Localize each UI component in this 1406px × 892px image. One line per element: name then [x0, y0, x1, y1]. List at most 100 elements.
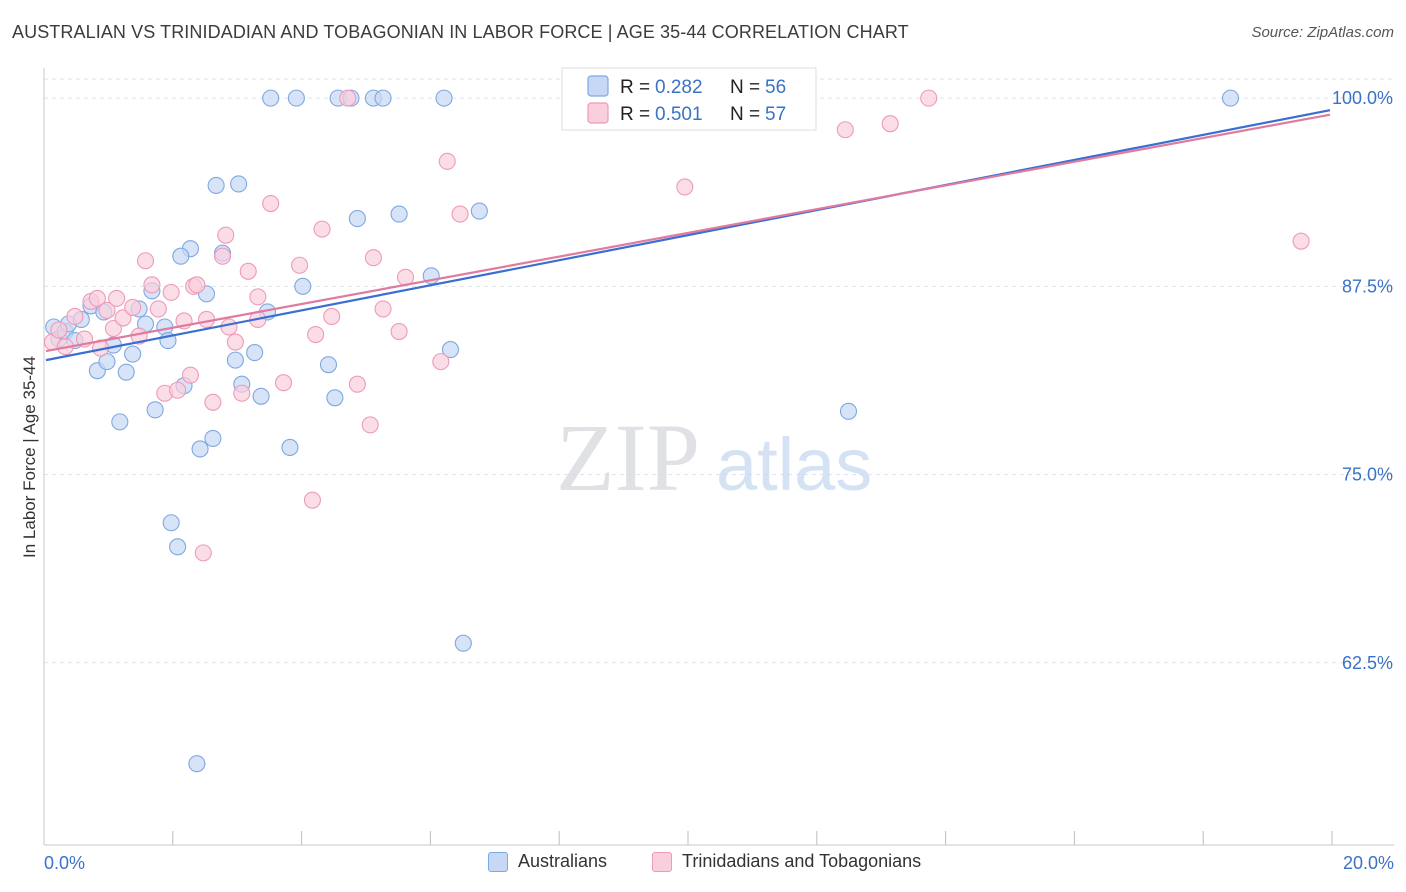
x-tick-label-max: 20.0%	[1343, 853, 1394, 873]
point-trinidadians	[374, 300, 392, 318]
bottom-legend: Australians Trinidadians and Tobagonians	[0, 851, 1406, 879]
point-australians	[441, 341, 460, 359]
bottom-legend-swatch-trinidadians	[652, 851, 672, 872]
point-australians	[230, 175, 248, 193]
point-trinidadians	[1292, 232, 1310, 250]
point-australians	[207, 176, 225, 195]
point-australians	[287, 89, 305, 107]
watermark-zip: ZIP	[556, 404, 700, 511]
point-trinidadians	[233, 384, 251, 402]
point-australians	[435, 89, 453, 107]
point-trinidadians	[676, 178, 694, 196]
point-trinidadians	[438, 152, 456, 170]
point-australians	[252, 387, 270, 405]
source-label: Source: ZipAtlas.com	[1251, 24, 1394, 41]
point-trinidadians	[339, 89, 357, 107]
bottom-legend-label-trinidadians: Trinidadians and Tobagonians	[682, 851, 922, 871]
bottom-legend-australians[interactable]: Australians	[488, 851, 607, 872]
point-trinidadians	[390, 322, 408, 341]
point-trinidadians	[143, 276, 161, 294]
point-trinidadians	[194, 544, 212, 562]
points-layer	[43, 89, 1310, 773]
point-australians	[169, 538, 187, 556]
point-australians	[124, 345, 142, 363]
point-trinidadians	[124, 298, 142, 316]
point-australians	[470, 202, 488, 220]
watermark-atlas: atlas	[716, 423, 872, 506]
point-trinidadians	[162, 283, 180, 301]
legend-n-label-2: N =	[730, 104, 765, 125]
axis-layer	[43, 68, 1394, 846]
y-tick-labels: 62.5% 75.0% 87.5% 100.0%	[1332, 88, 1393, 673]
point-trinidadians	[303, 491, 321, 509]
point-trinidadians	[249, 288, 267, 306]
point-trinidadians	[274, 374, 293, 392]
trendline-australians	[45, 109, 1331, 362]
point-trinidadians	[323, 307, 341, 326]
point-australians	[839, 402, 858, 420]
y-tick-label: 62.5%	[1342, 653, 1393, 673]
point-australians	[454, 634, 472, 652]
point-australians	[319, 356, 338, 374]
point-trinidadians	[451, 205, 469, 223]
legend-r-value-2: 0.501	[655, 104, 703, 125]
bottom-legend-label-australians: Australians	[518, 851, 608, 871]
point-trinidadians	[98, 301, 116, 319]
point-trinidadians	[348, 375, 366, 393]
y-tick-label: 75.0%	[1342, 465, 1393, 485]
point-trinidadians	[214, 247, 232, 265]
legend-r-label-1: R =	[620, 77, 655, 98]
point-australians	[246, 344, 264, 362]
point-australians	[374, 89, 392, 107]
point-trinidadians	[114, 309, 132, 327]
point-australians	[294, 277, 312, 295]
point-trinidadians	[307, 325, 325, 344]
point-trinidadians	[226, 333, 244, 351]
point-trinidadians	[881, 115, 899, 133]
legend-n-value-2: 57	[765, 104, 786, 125]
point-trinidadians	[836, 121, 854, 139]
legend-n-value-1: 56	[765, 77, 786, 98]
point-australians	[172, 247, 190, 265]
point-australians	[117, 363, 135, 381]
chart-title: AUSTRALIAN VS TRINIDADIAN AND TOBAGONIAN…	[12, 22, 909, 42]
point-australians	[162, 514, 180, 532]
y-tick-label: 100.0%	[1332, 88, 1393, 108]
x-tick-labels: 0.0% 20.0%	[44, 853, 1394, 873]
trendline-trinidadians	[45, 113, 1331, 353]
legend-box: R = 0.282 N = 56 R = 0.501 N = 57	[561, 67, 817, 131]
point-trinidadians	[188, 276, 206, 294]
point-trinidadians	[220, 318, 238, 336]
point-trinidadians	[291, 256, 309, 274]
point-australians	[326, 389, 344, 407]
legend-r-value-1: 0.282	[655, 77, 703, 98]
point-trinidadians	[108, 289, 126, 307]
x-tick-label-min: 0.0%	[44, 853, 85, 873]
point-australians	[191, 440, 209, 458]
point-trinidadians	[217, 226, 235, 244]
watermark: ZIP atlas	[556, 404, 872, 511]
trend-layer	[45, 109, 1331, 362]
point-australians	[204, 429, 222, 447]
point-trinidadians	[313, 220, 331, 238]
grid-layer	[44, 78, 1394, 664]
point-australians	[226, 351, 244, 369]
point-australians	[111, 413, 129, 431]
point-trinidadians	[920, 89, 938, 107]
point-trinidadians	[66, 307, 84, 326]
point-australians	[390, 205, 408, 223]
bottom-legend-trinidadians[interactable]: Trinidadians and Tobagonians	[652, 851, 921, 872]
legend-swatch-trinidadians	[587, 102, 609, 124]
point-australians	[281, 438, 299, 457]
point-australians	[348, 210, 366, 228]
legend-r-label-2: R =	[620, 104, 655, 125]
point-trinidadians	[169, 381, 187, 399]
point-trinidadians	[181, 366, 199, 384]
point-trinidadians	[88, 289, 106, 307]
point-trinidadians	[364, 249, 382, 267]
point-australians	[188, 755, 206, 773]
point-trinidadians	[361, 416, 379, 434]
point-trinidadians	[104, 319, 122, 338]
point-trinidadians	[50, 321, 68, 339]
